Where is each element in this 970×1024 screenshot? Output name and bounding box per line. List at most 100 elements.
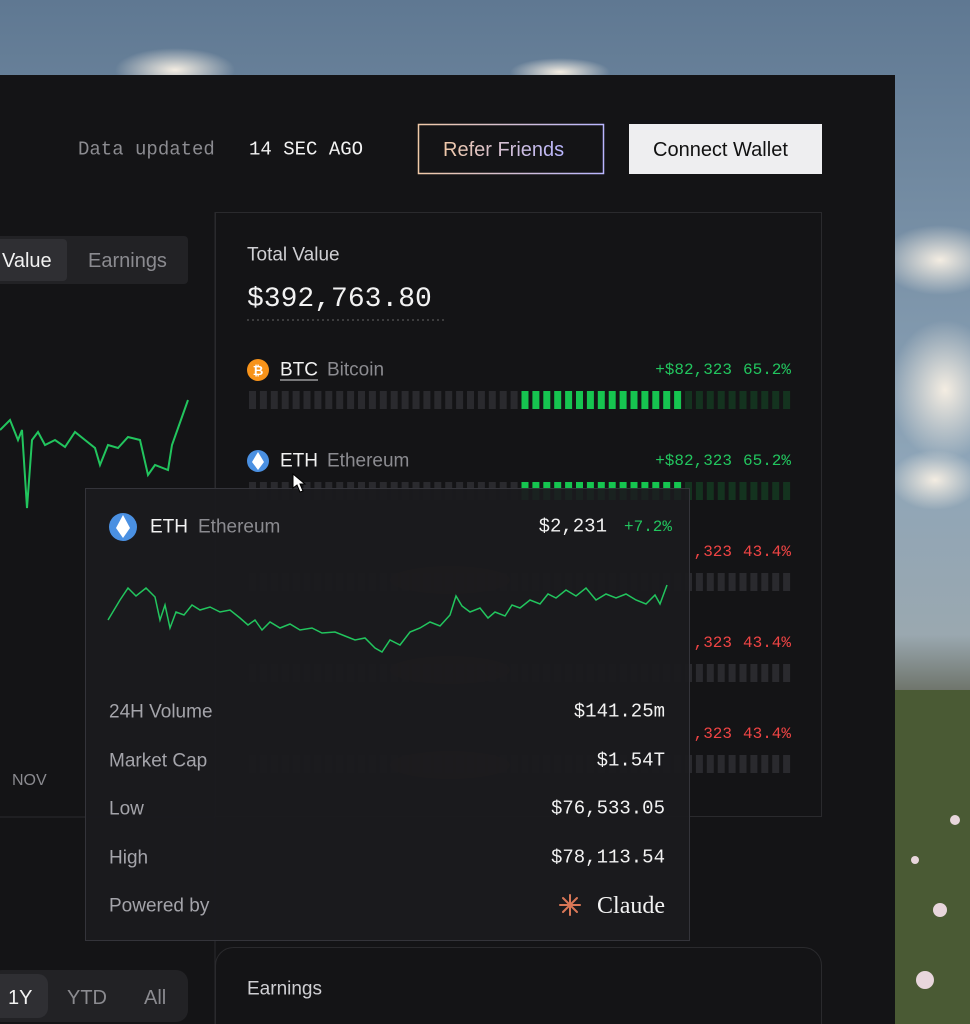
status-value: 14 SEC AGO bbox=[249, 138, 364, 161]
asset-symbol[interactable]: ETH bbox=[280, 450, 318, 472]
bar-segment bbox=[379, 391, 387, 409]
tooltip-change: +7.2% bbox=[623, 518, 672, 536]
bar-segment bbox=[783, 664, 791, 682]
refer-button[interactable] bbox=[417, 123, 605, 175]
bar-segment bbox=[706, 482, 714, 500]
bar-segment bbox=[270, 391, 278, 409]
bar-segment bbox=[619, 391, 627, 409]
bar-segment bbox=[401, 391, 409, 409]
stat-label: High bbox=[109, 847, 149, 869]
tab[interactable]: Earnings bbox=[88, 250, 167, 272]
earnings-label: Earnings bbox=[247, 978, 322, 1000]
bar-segment bbox=[761, 573, 769, 591]
tab[interactable]: Value bbox=[2, 250, 52, 272]
bar-segment bbox=[412, 391, 420, 409]
brand: Claude bbox=[597, 893, 665, 919]
bar-segment bbox=[761, 391, 769, 409]
tooltip-name: Ethereum bbox=[198, 516, 281, 538]
bar-segment bbox=[739, 755, 747, 773]
chart-line bbox=[0, 399, 189, 509]
bar-segment bbox=[772, 573, 780, 591]
asset-change: ,323 bbox=[693, 543, 732, 561]
bar-segment bbox=[488, 391, 496, 409]
connect-button[interactable] bbox=[629, 124, 822, 174]
bar-segment bbox=[368, 391, 376, 409]
bar-segment bbox=[728, 482, 736, 500]
bar-segment bbox=[456, 391, 464, 409]
asset-change: ,323 bbox=[693, 725, 732, 743]
stat-label: Low bbox=[109, 798, 144, 820]
bar-segment bbox=[739, 391, 747, 409]
asset-name: Ethereum bbox=[327, 450, 410, 472]
bar-segment bbox=[750, 755, 758, 773]
asset-change: +$82,323 bbox=[655, 361, 732, 379]
bar-segment bbox=[597, 391, 605, 409]
bar-segment bbox=[303, 391, 311, 409]
bar-segment bbox=[728, 755, 736, 773]
bar-segment bbox=[717, 573, 725, 591]
bar-segment bbox=[783, 573, 791, 591]
bar-segment bbox=[717, 755, 725, 773]
range-tab[interactable]: 1Y bbox=[8, 987, 33, 1009]
asset-symbol[interactable]: BTC bbox=[280, 359, 318, 381]
bar-segment bbox=[695, 573, 703, 591]
bar-segment bbox=[390, 391, 398, 409]
bar-segment bbox=[652, 391, 660, 409]
bar-segment bbox=[477, 391, 485, 409]
bar-segment bbox=[608, 391, 616, 409]
stat-value: $78,113.54 bbox=[550, 846, 665, 869]
bar-segment bbox=[325, 391, 333, 409]
total-value: $392,763.80 bbox=[247, 284, 432, 315]
bar-segment bbox=[434, 391, 442, 409]
bar-segment bbox=[510, 391, 518, 409]
bar-segment bbox=[739, 482, 747, 500]
stat-value: $76,533.05 bbox=[550, 797, 665, 820]
bar-segment bbox=[783, 755, 791, 773]
tooltip bbox=[85, 488, 690, 941]
svg-text:₿: ₿ bbox=[253, 364, 264, 379]
bar-segment bbox=[706, 573, 714, 591]
range-tab[interactable]: All bbox=[144, 987, 167, 1009]
bar-segment bbox=[576, 391, 583, 409]
bar-segment bbox=[532, 391, 540, 409]
bar-segment bbox=[783, 391, 791, 409]
bar-segment bbox=[499, 391, 507, 409]
connect-button-label[interactable]: Connect Wallet bbox=[653, 139, 788, 161]
bar-segment bbox=[674, 391, 682, 409]
bar-segment bbox=[630, 391, 638, 409]
bar-segment bbox=[783, 482, 791, 500]
bar-segment bbox=[750, 573, 758, 591]
bar-segment bbox=[249, 391, 256, 409]
bar-segment bbox=[772, 391, 780, 409]
bar-segment bbox=[772, 755, 780, 773]
asset-change: +$82,323 bbox=[655, 452, 732, 470]
bar-segment bbox=[761, 755, 769, 773]
bar-segment bbox=[706, 391, 714, 409]
bar-segment bbox=[685, 391, 692, 409]
range-tab[interactable]: YTD bbox=[67, 987, 107, 1009]
bar-segment bbox=[772, 482, 780, 500]
total-value-label: Total Value bbox=[247, 244, 340, 266]
bar-segment bbox=[586, 391, 594, 409]
asset-percent: 43.4% bbox=[742, 543, 791, 561]
bar-segment bbox=[641, 391, 649, 409]
bar-segment bbox=[259, 391, 267, 409]
bar-segment bbox=[292, 391, 300, 409]
bar-segment bbox=[706, 664, 714, 682]
x-axis-label: NOV bbox=[12, 772, 47, 789]
stat-label: 24H Volume bbox=[109, 701, 213, 723]
bar-segment bbox=[717, 482, 725, 500]
asset-percent: 43.4% bbox=[742, 634, 791, 652]
bar-segment bbox=[336, 391, 344, 409]
bar-segment bbox=[761, 482, 769, 500]
bar-segment bbox=[750, 391, 758, 409]
bar-segment bbox=[695, 391, 703, 409]
asset-change: ,323 bbox=[693, 634, 732, 652]
bar-segment bbox=[761, 664, 769, 682]
asset-name: Bitcoin bbox=[327, 359, 385, 381]
bar-segment bbox=[717, 664, 725, 682]
stat-value: $1.54T bbox=[596, 749, 665, 772]
refer-button-label[interactable]: Refer Friends bbox=[443, 139, 565, 161]
stat-label: Market Cap bbox=[109, 750, 208, 772]
